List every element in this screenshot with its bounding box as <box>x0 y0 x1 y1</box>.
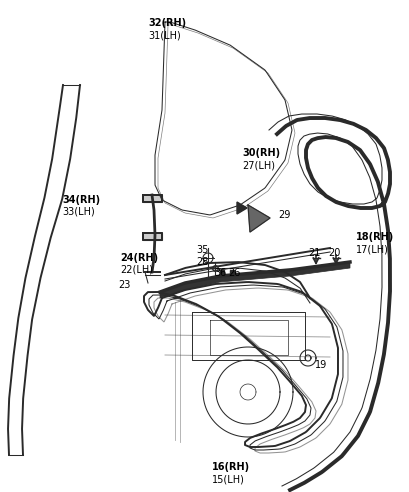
Polygon shape <box>247 205 270 232</box>
Text: 36: 36 <box>213 268 226 278</box>
Text: 29: 29 <box>277 210 290 220</box>
Text: 30(RH): 30(RH) <box>241 148 279 158</box>
Text: 19: 19 <box>314 360 326 370</box>
Polygon shape <box>143 233 162 240</box>
Polygon shape <box>236 202 246 214</box>
Polygon shape <box>160 262 349 298</box>
Text: 26: 26 <box>227 268 240 278</box>
Text: 15(LH): 15(LH) <box>211 474 244 484</box>
Text: 31(LH): 31(LH) <box>148 30 180 40</box>
Text: 16(RH): 16(RH) <box>211 462 249 472</box>
Text: 22(LH): 22(LH) <box>120 265 153 275</box>
Text: 28: 28 <box>196 257 208 267</box>
Text: 32(RH): 32(RH) <box>148 18 186 28</box>
Text: 17(LH): 17(LH) <box>355 244 388 254</box>
Text: 21: 21 <box>307 248 319 258</box>
Text: 33(LH): 33(LH) <box>62 207 94 217</box>
Text: 20: 20 <box>327 248 339 258</box>
Polygon shape <box>143 195 162 202</box>
Text: 27(LH): 27(LH) <box>241 160 274 170</box>
Text: 18(RH): 18(RH) <box>355 232 393 242</box>
Text: 23: 23 <box>118 280 130 290</box>
Text: 24(RH): 24(RH) <box>120 253 158 263</box>
Text: 34(RH): 34(RH) <box>62 195 100 205</box>
Text: 35: 35 <box>196 245 208 255</box>
